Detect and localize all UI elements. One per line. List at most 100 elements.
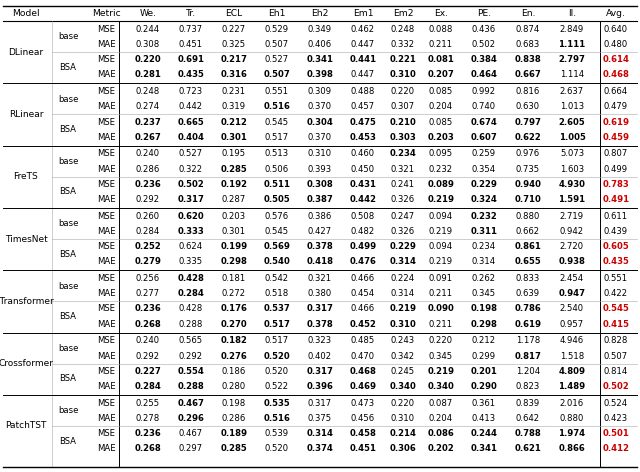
Text: 0.292: 0.292 [179, 352, 203, 361]
Text: BSA: BSA [60, 374, 77, 383]
Text: 0.212: 0.212 [472, 337, 496, 346]
Text: 0.252: 0.252 [134, 242, 161, 251]
Text: MSE: MSE [97, 367, 115, 376]
Text: 4.809: 4.809 [559, 367, 586, 376]
Text: 0.267: 0.267 [134, 133, 161, 142]
Text: 0.298: 0.298 [470, 320, 497, 329]
Text: 0.942: 0.942 [560, 227, 584, 236]
Text: 0.415: 0.415 [602, 320, 630, 329]
Text: 0.423: 0.423 [604, 414, 628, 423]
Text: 1.005: 1.005 [559, 133, 586, 142]
Text: 0.387: 0.387 [307, 195, 333, 204]
Text: PatchTST: PatchTST [5, 421, 47, 430]
Text: 0.807: 0.807 [604, 150, 628, 159]
Text: 2.797: 2.797 [559, 55, 586, 64]
Text: 0.198: 0.198 [222, 399, 246, 408]
Text: 0.517: 0.517 [264, 320, 291, 329]
Text: 0.786: 0.786 [515, 304, 541, 313]
Text: 0.473: 0.473 [351, 399, 375, 408]
Text: 0.545: 0.545 [603, 304, 629, 313]
Text: 0.462: 0.462 [351, 25, 375, 34]
Text: 0.874: 0.874 [516, 25, 540, 34]
Text: 0.501: 0.501 [603, 429, 629, 438]
Text: 0.861: 0.861 [515, 242, 541, 251]
Text: Metric: Metric [92, 8, 120, 17]
Text: 0.542: 0.542 [265, 274, 289, 283]
Text: 0.539: 0.539 [265, 429, 289, 438]
Text: 0.664: 0.664 [604, 87, 628, 96]
Text: 0.287: 0.287 [222, 195, 246, 204]
Text: 0.431: 0.431 [349, 180, 376, 189]
Text: 1.013: 1.013 [560, 102, 584, 111]
Text: MAE: MAE [97, 289, 115, 298]
Text: 0.245: 0.245 [391, 367, 415, 376]
Text: 0.436: 0.436 [472, 25, 496, 34]
Text: 0.499: 0.499 [604, 165, 628, 174]
Text: 0.482: 0.482 [351, 227, 375, 236]
Text: 0.839: 0.839 [516, 399, 540, 408]
Text: 0.442: 0.442 [349, 195, 376, 204]
Text: 0.630: 0.630 [516, 102, 540, 111]
Text: 0.735: 0.735 [516, 165, 540, 174]
Text: 0.314: 0.314 [307, 429, 333, 438]
Text: 0.788: 0.788 [515, 429, 541, 438]
Text: 0.219: 0.219 [429, 257, 453, 266]
Text: 0.280: 0.280 [222, 382, 246, 391]
Text: 0.219: 0.219 [428, 367, 454, 376]
Text: 0.737: 0.737 [179, 25, 203, 34]
Text: 0.203: 0.203 [222, 212, 246, 221]
Text: 0.204: 0.204 [429, 414, 453, 423]
Text: 0.451: 0.451 [179, 40, 203, 49]
Text: 0.286: 0.286 [222, 414, 246, 423]
Text: 0.479: 0.479 [604, 102, 628, 111]
Text: ECL: ECL [225, 8, 243, 17]
Text: 0.217: 0.217 [221, 55, 248, 64]
Text: 0.272: 0.272 [222, 289, 246, 298]
Text: MSE: MSE [97, 55, 115, 64]
Text: MAE: MAE [97, 195, 115, 204]
Text: 0.468: 0.468 [349, 367, 376, 376]
Text: 0.375: 0.375 [308, 414, 332, 423]
Text: 0.467: 0.467 [177, 399, 204, 408]
Text: MAE: MAE [97, 227, 115, 236]
Text: 0.341: 0.341 [307, 55, 333, 64]
Text: DLinear: DLinear [8, 48, 44, 57]
Text: 0.324: 0.324 [470, 195, 497, 204]
Text: 0.304: 0.304 [307, 118, 333, 126]
Text: Crossformer: Crossformer [0, 359, 54, 368]
Text: 0.297: 0.297 [179, 444, 203, 453]
Text: 0.284: 0.284 [136, 227, 160, 236]
Text: 0.469: 0.469 [349, 382, 376, 391]
Text: 0.301: 0.301 [221, 133, 248, 142]
Text: 0.227: 0.227 [222, 25, 246, 34]
Text: 0.229: 0.229 [470, 180, 497, 189]
Text: 0.085: 0.085 [429, 87, 453, 96]
Text: 0.314: 0.314 [390, 257, 417, 266]
Text: 0.459: 0.459 [602, 133, 630, 142]
Text: 0.428: 0.428 [179, 304, 203, 313]
Text: 0.314: 0.314 [391, 289, 415, 298]
Text: 0.296: 0.296 [177, 414, 204, 423]
Text: 0.506: 0.506 [265, 165, 289, 174]
Text: 0.683: 0.683 [516, 40, 540, 49]
Text: 0.354: 0.354 [472, 165, 496, 174]
Text: MAE: MAE [97, 133, 115, 142]
Text: 0.828: 0.828 [604, 337, 628, 346]
Text: 0.476: 0.476 [349, 257, 376, 266]
Text: 0.374: 0.374 [307, 444, 333, 453]
Text: 0.451: 0.451 [349, 444, 376, 453]
Text: 0.537: 0.537 [264, 304, 291, 313]
Text: 0.333: 0.333 [178, 227, 204, 236]
Text: 0.189: 0.189 [221, 429, 248, 438]
Text: 0.435: 0.435 [603, 257, 629, 266]
Text: 0.237: 0.237 [134, 118, 161, 126]
Text: 0.938: 0.938 [559, 257, 586, 266]
Text: Em2: Em2 [393, 8, 413, 17]
Text: MSE: MSE [97, 150, 115, 159]
Text: 0.402: 0.402 [308, 352, 332, 361]
Text: Eh2: Eh2 [311, 8, 329, 17]
Text: 0.086: 0.086 [428, 429, 454, 438]
Text: 0.201: 0.201 [470, 367, 497, 376]
Text: 0.262: 0.262 [472, 274, 496, 283]
Text: 0.655: 0.655 [515, 257, 541, 266]
